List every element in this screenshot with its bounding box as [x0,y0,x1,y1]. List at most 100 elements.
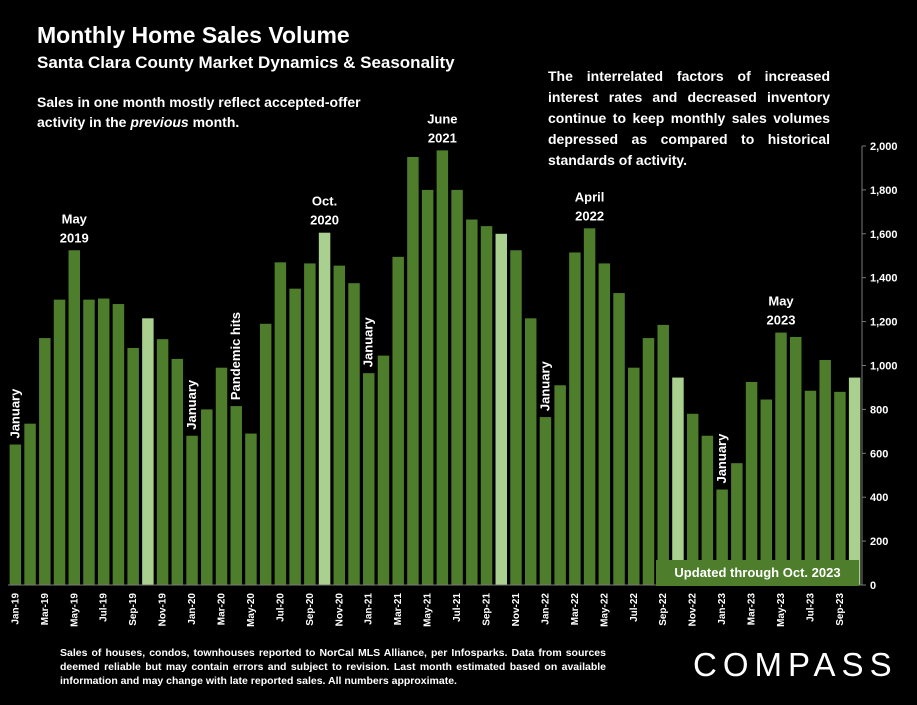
bar-Aug-20 [289,288,301,585]
x-tick-label: Nov-22 [688,593,699,627]
bar-Mar-21 [392,256,404,585]
bar-Aug-23 [819,360,831,585]
x-tick-label: Jul-20 [275,593,286,622]
bar-Sep-22 [657,324,669,585]
bar-Jun-23 [790,336,802,585]
x-tick-label: Sep-22 [658,593,669,626]
y-tick-label: 600 [870,448,888,460]
x-tick-label: Mar-20 [217,593,228,626]
bar-Aug-21 [466,219,478,585]
bar-Dec-20 [348,283,360,585]
left-note-emphasis: previous [130,114,189,130]
bar-Jul-22 [628,367,640,585]
bar-Sep-21 [480,226,493,585]
bar-Jan-20 [186,435,198,585]
x-tick-label: Jan-21 [364,593,375,625]
bar-Apr-19 [53,299,66,585]
bar-May-20 [245,433,257,585]
bar-Jan-19 [9,444,22,585]
y-tick-label: 1,600 [870,229,898,241]
y-tick-label: 1,000 [870,361,898,373]
bar-Sep-19 [127,347,139,585]
bar-Aug-22 [642,338,655,585]
bar-Jul-20 [274,262,287,585]
bar-Mar-20 [215,367,228,585]
annotation-label: Pandemic hits [228,312,243,400]
bar-Jan-21 [363,373,375,585]
y-tick-label: 2,000 [870,141,898,153]
x-tick-label: May-20 [246,593,257,627]
x-tick-label: Jan-23 [717,593,728,625]
x-tick-label: Jul-22 [629,593,640,622]
compass-logo: COMPASS [693,646,898,683]
y-tick-label: 200 [870,536,888,548]
bar-Feb-21 [377,355,390,585]
bar-Apr-20 [230,406,242,585]
x-axis: Jan-19 Mar-19 May-19 Jul-19 Sep-19 Nov-19 Jan-… [10,593,846,627]
x-tick-label: Jan-20 [187,593,198,625]
bar-Oct-20 [318,232,331,585]
bar-Dec-19 [171,358,184,585]
bar-Oct-23 [848,377,861,585]
bar-Jan-23 [716,489,728,585]
bar-Mar-19 [39,338,51,585]
updated-badge: Updated through Oct. 2023 [656,560,859,586]
x-tick-label: Mar-19 [40,593,51,626]
annotation-label: April 2022 [575,189,605,223]
bar-May-23 [775,332,787,585]
left-note-part2: month. [188,114,240,130]
bar-May-21 [421,189,434,585]
x-tick-label: Sep-20 [305,593,316,626]
x-tick-label: Sep-19 [128,593,139,626]
bar-Aug-19 [112,304,125,585]
x-tick-label: Nov-19 [158,593,169,627]
x-tick-label: Jul-19 [99,593,110,622]
chart-title: Monthly Home Sales Volume [37,22,350,48]
left-note-part1: Sales in one month mostly reflect accept… [37,94,361,130]
bar-Jun-19 [83,299,95,585]
x-tick-label: Jan-19 [10,593,21,625]
bar-May-22 [598,263,611,585]
bar-Mar-23 [745,381,758,585]
bar-Nov-22 [686,413,699,585]
bar-Jul-21 [451,189,463,585]
bar-Nov-19 [156,339,169,585]
x-tick-label: May-22 [599,593,610,627]
annotation-label: January [7,388,22,439]
annotations-group: January May 2019 January Pandemic hits Oct. 20… [7,111,795,483]
chart-subtitle: Santa Clara County Market Dynamics & Sea… [37,53,455,72]
annotation-label: January [361,317,376,368]
x-tick-label: May-23 [776,593,787,627]
left-note: Sales in one month mostly reflect accept… [37,92,367,132]
bar-Nov-21 [510,250,522,585]
x-tick-label: Jul-21 [452,593,463,622]
bar-Feb-22 [554,385,566,585]
x-tick-label: May-19 [69,593,80,627]
annotation-label: January [714,433,729,484]
annotation-label: May 2023 [767,294,796,328]
x-tick-label: Sep-23 [835,593,846,626]
bar-Oct-21 [495,233,507,586]
bar-Feb-19 [24,423,36,585]
y-tick-label: 400 [870,492,888,504]
bar-Apr-22 [583,228,596,585]
bar-Apr-23 [760,399,773,585]
y-tick-label: 1,800 [870,185,898,197]
y-tick-label: 1,200 [870,317,898,329]
bar-Sep-20 [304,263,316,585]
annotation-label: Oct. 2020 [310,194,339,228]
annotation-label: January [537,360,552,411]
x-tick-label: May-21 [423,593,434,627]
bar-May-19 [68,250,80,585]
bar-Jan-22 [539,417,552,585]
x-tick-label: Mar-21 [393,593,404,626]
bar-Mar-22 [569,252,581,585]
annotation-label: June 2021 [427,111,457,145]
annotation-label: January [184,379,199,430]
bar-Oct-19 [142,318,154,585]
bar-Dec-22 [701,435,714,585]
bar-Jun-21 [436,150,449,585]
y-tick-label: 1,400 [870,273,898,285]
y-tick-label: 0 [870,580,876,592]
